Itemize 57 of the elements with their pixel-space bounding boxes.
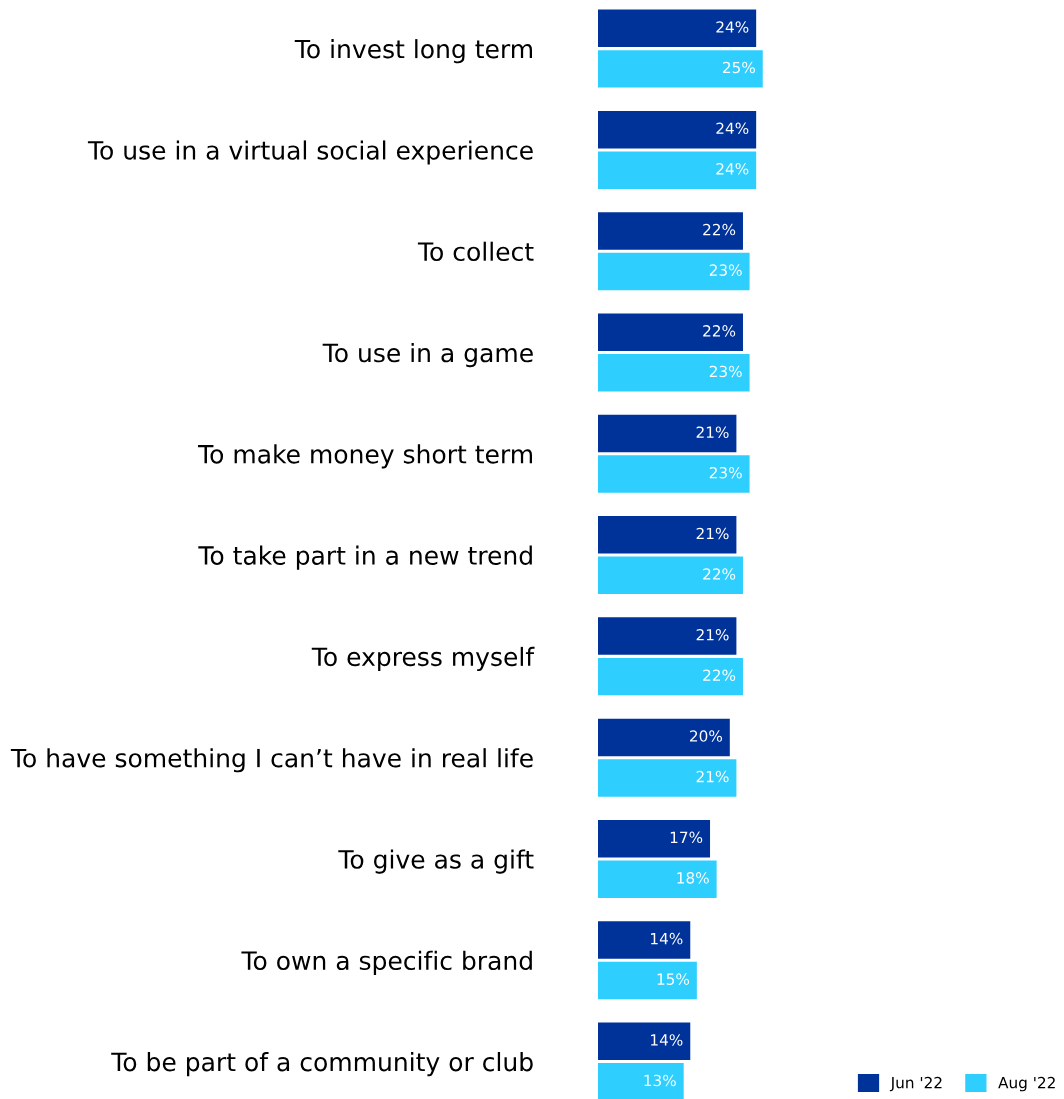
bar <box>598 860 717 898</box>
bar <box>598 718 730 757</box>
y-tick-label: To own a specific brand <box>241 950 532 975</box>
data-label: 22% <box>703 223 736 236</box>
y-tick-label: To be part of a community or club <box>111 1052 533 1077</box>
bar <box>598 110 757 149</box>
data-label: 14% <box>651 1034 683 1046</box>
data-label: 17% <box>670 831 703 844</box>
y-tick-label: To make money short term <box>198 444 532 469</box>
data-label: 15% <box>657 973 690 985</box>
legend-label: Jun '22 <box>889 1076 942 1092</box>
bar <box>598 759 737 797</box>
data-label: 23% <box>709 466 742 479</box>
bar <box>598 921 691 959</box>
bar <box>598 50 763 88</box>
y-tick-label: To express myself <box>311 646 535 672</box>
data-label: 21% <box>696 628 729 641</box>
y-tick-label: To use in a virtual social experience <box>87 140 533 165</box>
data-label: 18% <box>677 872 709 884</box>
data-label: 20% <box>690 730 723 742</box>
data-label: 22% <box>703 568 736 580</box>
bar <box>598 9 757 48</box>
data-label: 21% <box>696 770 729 783</box>
data-label: 22% <box>703 325 736 337</box>
bar <box>598 516 737 554</box>
y-tick-label: To invest long term <box>294 39 532 64</box>
bar <box>598 1022 691 1060</box>
bar <box>598 354 750 392</box>
data-label: 24% <box>716 122 749 135</box>
bar <box>598 455 750 493</box>
legend-label: Aug '22 <box>998 1076 1055 1092</box>
data-label: 23% <box>709 365 742 378</box>
data-label: 21% <box>696 527 729 540</box>
bar <box>598 556 743 595</box>
y-tick-label: To use in a game <box>322 342 533 368</box>
data-label: 22% <box>703 669 736 682</box>
data-label: 21% <box>696 426 729 438</box>
data-label: 14% <box>651 932 683 945</box>
data-label: 13% <box>644 1074 676 1087</box>
data-label: 23% <box>709 264 742 276</box>
y-tick-label: To collect <box>417 241 534 262</box>
bar <box>598 617 737 655</box>
bar <box>598 657 743 696</box>
y-tick-label: To take part in a new trend <box>198 545 532 570</box>
data-label: 25% <box>722 61 755 74</box>
bar <box>598 961 697 1000</box>
bar <box>598 414 737 453</box>
y-tick-label: To give as a gift <box>338 849 534 874</box>
bar <box>598 252 750 291</box>
bar <box>598 1063 684 1099</box>
data-label: 24% <box>716 163 749 175</box>
y-tick-label: To have something I can’t have in real life <box>10 748 533 773</box>
bar <box>598 819 711 858</box>
data-label: 24% <box>716 21 749 33</box>
bar <box>598 313 743 351</box>
bar <box>598 151 757 189</box>
bar <box>598 212 743 250</box>
